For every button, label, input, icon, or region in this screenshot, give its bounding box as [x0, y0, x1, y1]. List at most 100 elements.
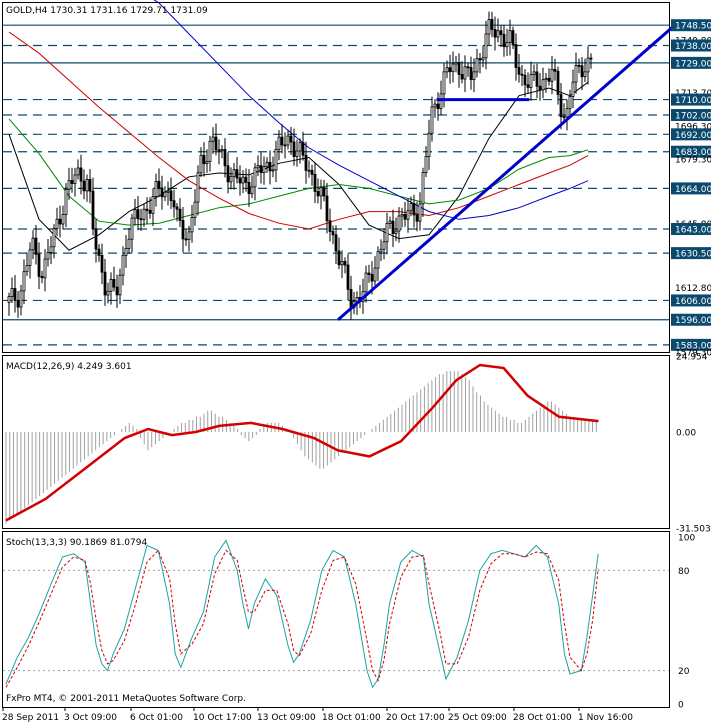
candle-body: [28, 249, 32, 266]
stoch-d-line: [5, 549, 599, 688]
candle-body: [523, 74, 527, 86]
candle-body: [112, 279, 116, 288]
candle-body: [94, 228, 98, 250]
candlesticks: [7, 11, 593, 320]
candle-body: [553, 68, 557, 72]
price-level-label: 1630.50: [675, 250, 711, 260]
candle-body: [577, 64, 581, 67]
time-label: 3 Oct 09:00: [64, 713, 117, 723]
candle-body: [496, 30, 500, 38]
macd-signal-path: [5, 363, 599, 522]
candle-body: [382, 241, 386, 250]
candle-body: [289, 135, 293, 143]
candle-body: [340, 260, 344, 266]
candle-body: [316, 191, 320, 197]
price-level-label: 1583.00: [675, 341, 711, 351]
candle-body: [334, 234, 338, 252]
candle-body: [16, 300, 20, 308]
candle-body: [445, 67, 449, 73]
candle-body: [160, 187, 164, 198]
candle-body: [31, 237, 35, 251]
candle-body: [541, 79, 545, 91]
stoch-pane-frame: [2, 531, 670, 708]
candle-body: [376, 251, 380, 269]
candle-body: [487, 19, 491, 35]
candle-body: [568, 96, 572, 110]
candle-body: [139, 218, 143, 221]
stoch-tick-label: 20: [678, 667, 690, 677]
candle-body: [430, 106, 434, 134]
candle-body: [538, 85, 542, 91]
candle-body: [391, 220, 395, 235]
stoch-tick-label: 0: [678, 701, 684, 711]
candle-body: [307, 169, 311, 172]
candle-body: [49, 246, 53, 253]
candle-body: [223, 149, 227, 167]
candle-body: [532, 71, 536, 75]
candle-body: [277, 136, 281, 150]
candle-body: [331, 231, 335, 236]
candle-body: [472, 71, 476, 81]
price-level-label: 1664.00: [675, 185, 711, 195]
candle-body: [301, 142, 305, 156]
macd-histogram: [5, 371, 597, 524]
candle-body: [295, 150, 299, 157]
price-level-label-box: [671, 294, 711, 307]
candle-body: [205, 160, 209, 165]
candle-body: [460, 74, 464, 80]
candle-body: [67, 180, 71, 191]
candle-body: [73, 174, 77, 184]
candle-body: [466, 66, 470, 69]
candle-body: [457, 62, 461, 75]
candle-body: [256, 165, 260, 169]
candle-body: [103, 271, 107, 296]
candle-body: [337, 250, 341, 266]
price-level-label: 1692.00: [675, 131, 711, 141]
candle-body: [388, 220, 392, 224]
candle-body: [118, 274, 122, 296]
price-level-label: 1710.00: [675, 96, 711, 106]
candle-body: [502, 34, 506, 48]
candle-body: [433, 103, 437, 108]
candle-body: [193, 201, 197, 218]
time-label: 1 Nov 16:00: [578, 713, 633, 723]
price-level-label-box: [671, 222, 711, 235]
candle-body: [424, 156, 428, 173]
price-tick-label: 1612.80: [675, 284, 711, 294]
candle-body: [373, 267, 377, 282]
time-label: 10 Oct 17:00: [193, 713, 252, 723]
price-tick-label: 1579.30: [675, 349, 711, 359]
candle-body: [154, 180, 158, 197]
candle-body: [61, 214, 65, 225]
candle-body: [46, 252, 50, 260]
candle-body: [241, 176, 245, 184]
candle-body: [274, 148, 278, 171]
price-level-label-box: [671, 19, 711, 32]
candle-body: [55, 218, 59, 229]
candle-body: [463, 66, 467, 80]
time-label: 6 Oct 01:00: [130, 713, 183, 723]
candle-body: [97, 248, 101, 256]
candle-body: [436, 103, 440, 110]
candle-body: [58, 218, 62, 225]
candle-body: [571, 81, 575, 97]
candle-body: [88, 179, 92, 192]
candle-body: [280, 136, 284, 146]
candle-body: [304, 154, 308, 171]
candle-body: [451, 63, 455, 73]
candle-body: [133, 209, 137, 219]
candle-body: [121, 254, 125, 276]
candle-body: [448, 67, 452, 73]
candle-body: [37, 253, 41, 277]
candle-body: [556, 70, 560, 95]
candle-body: [148, 209, 152, 214]
stoch-axis: 100 80 20 0: [678, 534, 695, 711]
price-header: GOLD,H4 1730.31 1731.16 1729.71 1731.09: [6, 6, 208, 16]
candle-body: [85, 179, 89, 192]
copyright-text: FxPro MT4, © 2001-2011 MetaQuotes Softwa…: [6, 694, 246, 704]
candle-body: [214, 136, 218, 151]
candle-body: [421, 172, 425, 205]
time-axis: 28 Sep 2011 3 Oct 09:00 6 Oct 01:00 10 Oct …: [2, 707, 633, 723]
candle-body: [283, 144, 287, 147]
candle-body: [475, 58, 479, 73]
